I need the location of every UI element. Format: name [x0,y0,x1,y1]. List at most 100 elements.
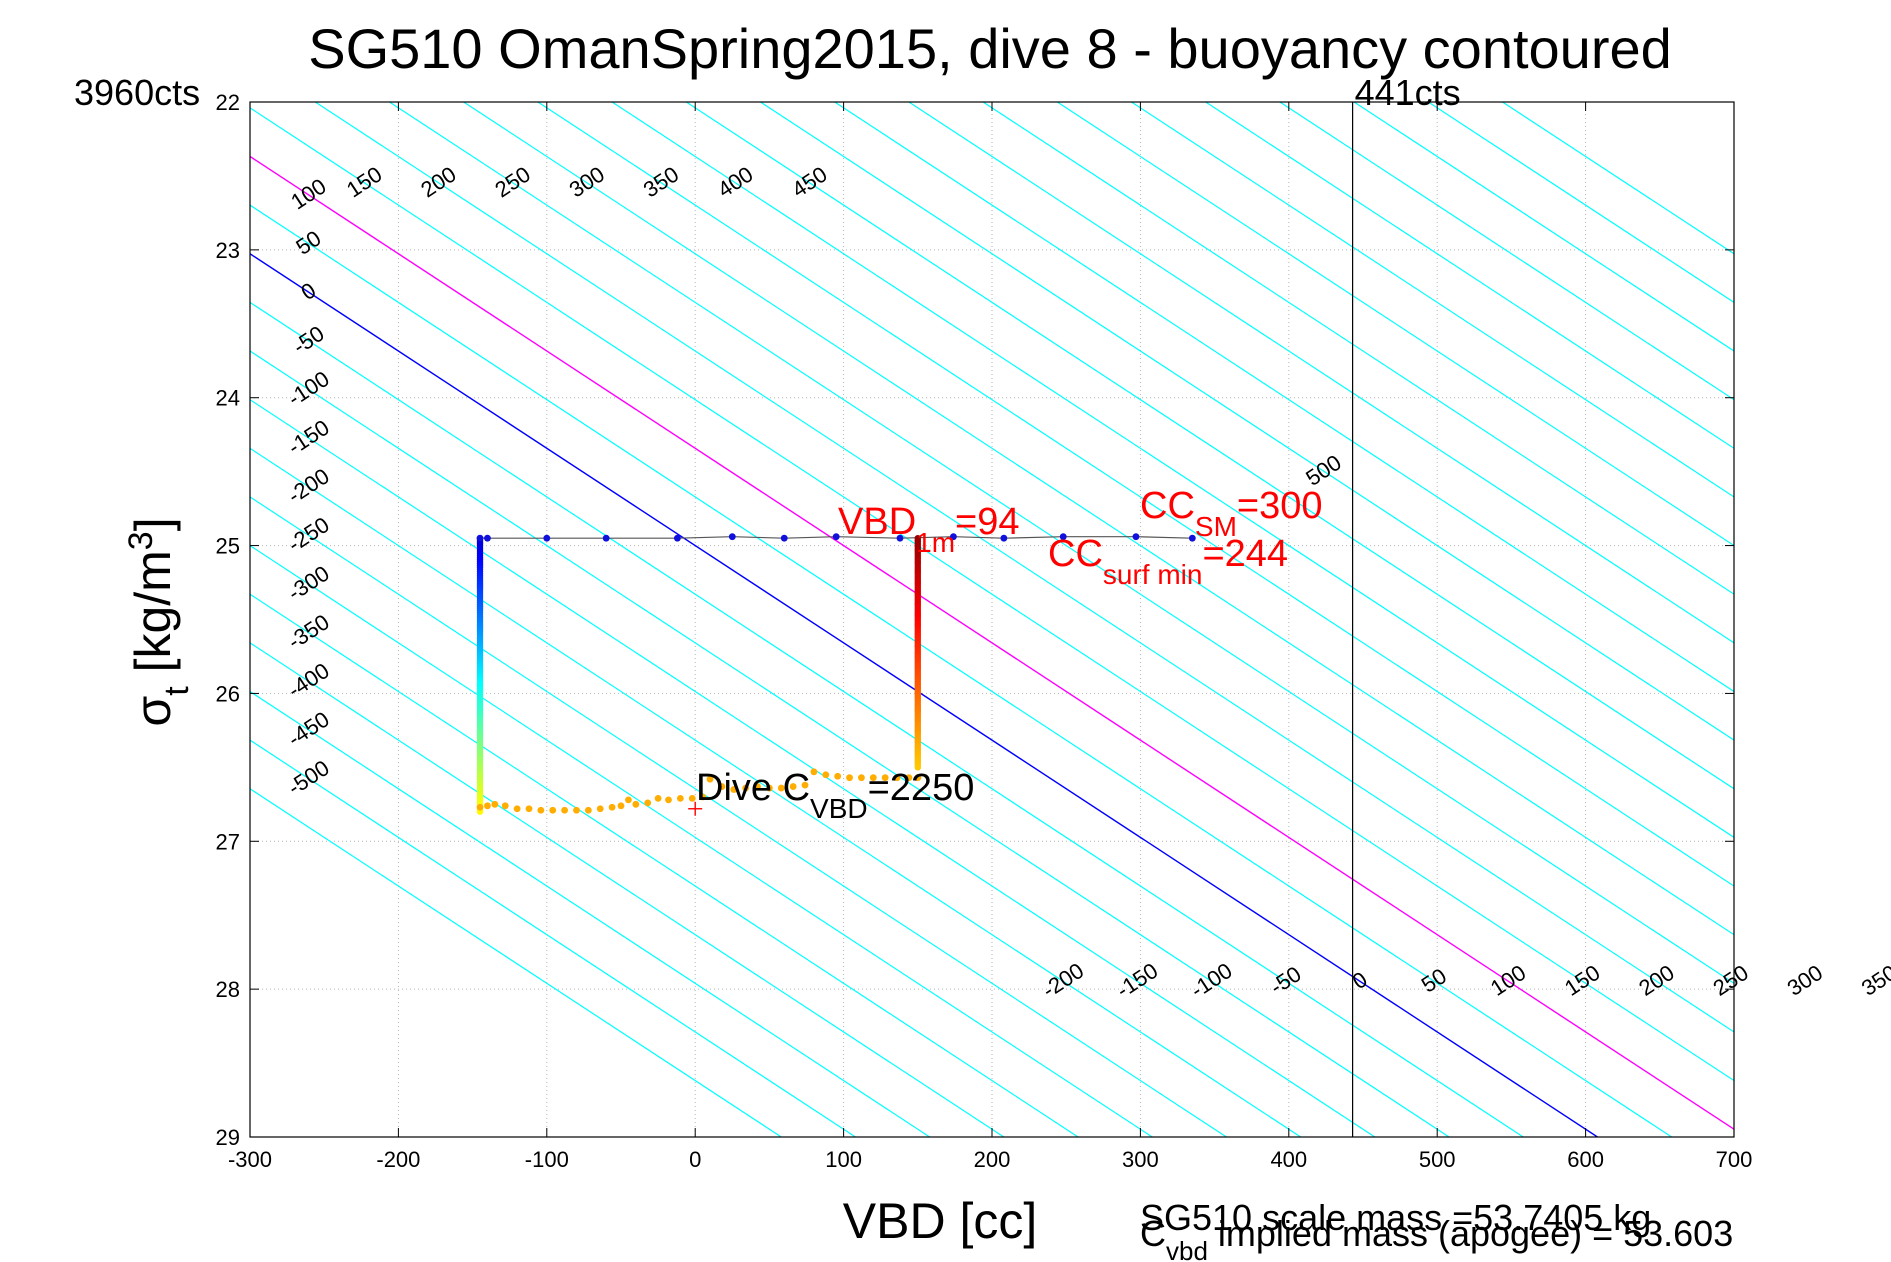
apogee-point [789,783,797,790]
contour-line [250,642,1005,1137]
x-tick-label: 600 [1567,1147,1604,1172]
apogee-point [846,774,853,782]
apogee-point [718,783,726,790]
y-tick-label: 29 [216,1125,240,1150]
contour-line [250,593,1079,1137]
apogee-point [742,784,750,792]
surface-point [1132,533,1140,541]
buoyancy-contours [250,102,1734,1137]
x-tick-label: 400 [1270,1147,1307,1172]
x-tick-label: 0 [689,1147,701,1172]
contour-line [1279,102,1734,401]
surface-point [476,534,484,542]
contour-line [250,252,1598,1137]
apogee-point [596,805,604,813]
contour-line [250,398,1376,1137]
contour-line [314,102,1734,1033]
apogee-point [810,768,818,776]
surface-point [484,534,491,542]
contour-line [250,204,1673,1137]
surface-point [1059,533,1067,541]
dive-track [476,533,1196,816]
climb-point [914,764,921,771]
scale-mass-note: SG510 scale mass =53.7405 kg [1140,1197,1651,1238]
chart-title: SG510 OmanSpring2015, dive 8 - buoyancy … [308,17,1672,80]
contour-label-bottom: 350 [1857,960,1891,1001]
surface-point [543,534,551,542]
cc-sm-annotation: CCSM=300 [1140,485,1322,542]
apogee-point [513,805,521,813]
contour-line [611,102,1734,839]
apogee-point [654,795,662,802]
apogee-point [608,803,616,811]
contour-line [389,102,1734,985]
surface-point [950,533,957,541]
apogee-point [706,775,714,783]
contour-line [1205,102,1734,450]
x-tick-label: 700 [1716,1147,1753,1172]
apogee-point [754,783,761,790]
apogee-point [573,806,580,814]
contour-line [537,102,1734,887]
x-tick-label: -100 [525,1147,569,1172]
implied-mass-note: Cvbd implied mass (apogee) = 53.603 [1140,1213,1733,1262]
contour-line [908,102,1734,644]
apogee-point [869,774,877,782]
y-tick-label: 26 [216,681,240,706]
apogee-point [644,799,652,807]
contour-line [250,107,1734,1082]
apogee-point [561,806,569,814]
contour-line [1131,102,1734,498]
apogee-point [549,806,557,814]
apogee-point [617,802,625,810]
contour-line [834,102,1734,693]
apogee-point [881,774,889,782]
contour-line [250,350,1450,1137]
cc-surf-min-annotation: CCsurf min=244 [1048,533,1288,590]
apogee-point [584,806,592,814]
contour-line [685,102,1734,790]
counts-right-label: 441cts [1355,72,1461,113]
apogee-point [501,802,509,810]
apogee-point [914,774,922,782]
apogee-point [822,771,830,779]
x-axis-label: VBD [cc] [843,1193,1037,1249]
contour-line [250,301,1524,1137]
surface-point [1188,534,1196,542]
apogee-point [491,800,499,808]
apogee-point [537,806,545,814]
apogee-point [665,796,672,804]
surface-point [728,533,736,541]
apogee-point [676,795,684,802]
contour-line [250,496,1227,1137]
apogee-point [893,774,901,782]
surface-point [780,534,788,542]
x-tick-label: 500 [1419,1147,1456,1172]
surface-point [673,534,681,542]
x-axis-ticks: -300 -200 -100 0 100 200 300 400 500 600 700 [228,102,1752,1172]
contour-line [1353,102,1734,352]
contour-line [982,102,1734,595]
apogee-point [766,784,773,792]
apogee-point [525,805,533,813]
counts-left-label: 3960cts [74,72,200,113]
contour-line [250,739,856,1137]
contour-line [250,788,782,1137]
y-tick-label: 28 [216,977,240,1002]
y-axis-ticks: 22 23 24 25 26 27 28 29 [216,90,1734,1150]
apogee-point [905,774,913,782]
contour-line [250,690,931,1137]
surface-point [832,533,840,541]
contour-line [250,447,1302,1137]
contour-line [250,155,1734,1131]
apogee-point [699,793,707,801]
apogee-point [632,800,640,808]
x-tick-label: 100 [825,1147,862,1172]
contour-line [760,102,1734,741]
y-tick-label: 24 [216,386,240,411]
apogee-point [625,796,632,804]
x-tick-label: 200 [974,1147,1011,1172]
contour-line [1427,102,1734,304]
surface-point [1000,534,1008,542]
